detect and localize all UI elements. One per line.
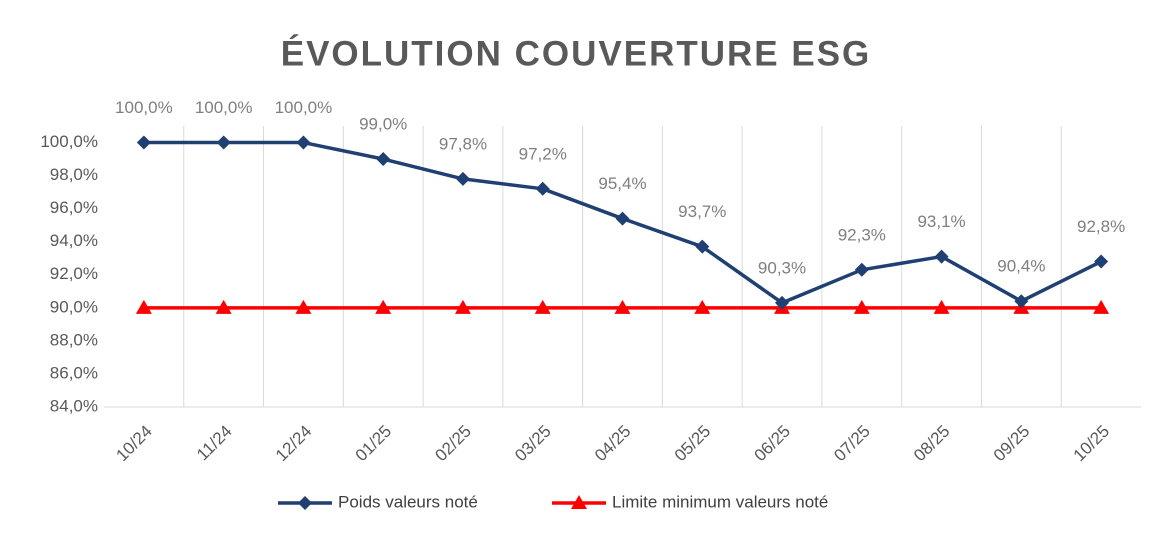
data-label: 100,0% bbox=[195, 98, 253, 117]
y-tick-label: 84,0% bbox=[50, 396, 98, 415]
data-label: 90,3% bbox=[758, 258, 806, 277]
point-marker bbox=[775, 295, 790, 310]
point-marker bbox=[694, 299, 711, 314]
data-label: 93,1% bbox=[917, 212, 965, 231]
data-label: 100,0% bbox=[275, 98, 333, 117]
point-marker bbox=[853, 299, 870, 314]
data-label: 99,0% bbox=[359, 115, 407, 134]
data-label: 95,4% bbox=[598, 174, 646, 193]
point-marker bbox=[375, 299, 392, 314]
point-marker bbox=[295, 299, 312, 314]
point-marker bbox=[615, 211, 630, 226]
data-label: 93,7% bbox=[678, 202, 726, 221]
y-tick-label: 94,0% bbox=[50, 231, 98, 250]
point-marker bbox=[215, 299, 232, 314]
y-tick-label: 86,0% bbox=[50, 363, 98, 382]
data-label: 97,8% bbox=[439, 134, 487, 153]
point-marker bbox=[695, 239, 710, 254]
point-marker bbox=[934, 249, 949, 264]
data-label: 97,2% bbox=[519, 144, 567, 163]
point-marker bbox=[1093, 299, 1110, 314]
point-marker bbox=[933, 299, 950, 314]
point-marker bbox=[296, 135, 311, 150]
y-tick-label: 92,0% bbox=[50, 264, 98, 283]
point-marker bbox=[454, 299, 471, 314]
data-label: 100,0% bbox=[115, 98, 173, 117]
data-label: 92,8% bbox=[1077, 217, 1125, 236]
y-tick-label: 90,0% bbox=[50, 297, 98, 316]
point-marker bbox=[534, 299, 551, 314]
point-marker bbox=[216, 135, 231, 150]
legend-marker bbox=[298, 496, 312, 510]
point-marker bbox=[136, 135, 151, 150]
y-tick-label: 100,0% bbox=[40, 132, 98, 151]
data-label: 92,3% bbox=[838, 225, 886, 244]
y-tick-label: 96,0% bbox=[50, 198, 98, 217]
chart-title: ÉVOLUTION COUVERTURE ESG bbox=[281, 33, 872, 73]
point-marker bbox=[1094, 254, 1109, 269]
legend-marker bbox=[571, 495, 587, 509]
point-marker bbox=[135, 299, 152, 314]
point-marker bbox=[455, 171, 470, 186]
point-marker bbox=[1014, 294, 1029, 309]
point-marker bbox=[614, 299, 631, 314]
legend-label: Limite minimum valeurs noté bbox=[612, 492, 828, 511]
y-tick-label: 98,0% bbox=[50, 165, 98, 184]
data-label: 90,4% bbox=[997, 257, 1045, 276]
point-marker bbox=[854, 262, 869, 277]
point-marker bbox=[376, 152, 391, 167]
legend-label: Poids valeurs noté bbox=[338, 492, 478, 511]
point-marker bbox=[535, 181, 550, 196]
y-tick-label: 88,0% bbox=[50, 330, 98, 349]
